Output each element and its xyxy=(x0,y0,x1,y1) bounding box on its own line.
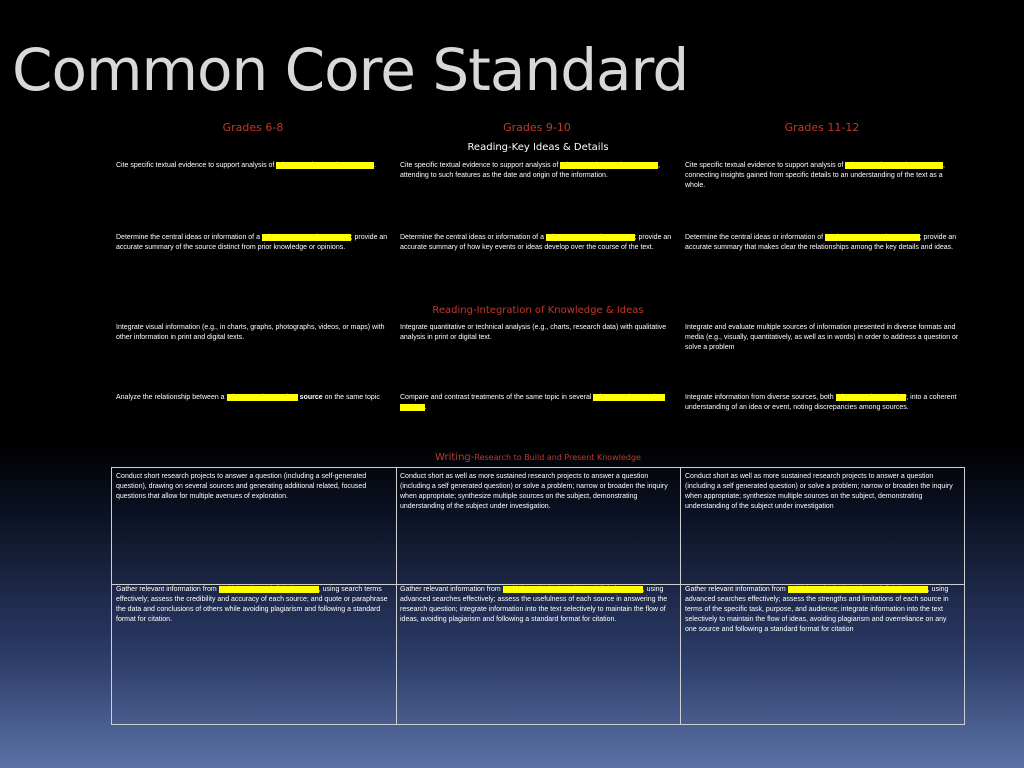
cell-r6-grades-6-8: Gather relevant information from multipl… xyxy=(111,585,395,625)
cell-text: , attending to such features as the date… xyxy=(400,162,660,179)
section-heading-writing-research: Writing-Research to Build and Present Kn… xyxy=(111,452,965,463)
cell-text: Determine the central ideas or informati… xyxy=(116,234,262,241)
cell-text: . xyxy=(373,162,376,169)
cell-text: Determine the central ideas or informati… xyxy=(685,234,826,241)
highlighted-text: primary and secondary sources xyxy=(276,162,374,169)
cell-r2-grades-9-10: Determine the central ideas or informati… xyxy=(395,233,680,253)
cell-text: Cite specific textual evidence to suppor… xyxy=(400,162,561,169)
writing-table-border xyxy=(111,467,965,725)
cell-text: ; provide an accurate summary of the sou… xyxy=(116,234,388,251)
cell-r3-grades-6-8: Integrate visual information (e.g., in c… xyxy=(116,324,385,341)
column-header-grades-9-10: Grades 9-10 xyxy=(503,121,571,134)
cell-r1-grades-9-10: Cite specific textual evidence to suppor… xyxy=(395,161,680,181)
page-title: Common Core Standard xyxy=(12,36,689,104)
cell-text: on the same topic xyxy=(322,394,380,401)
column-header-grades-11-12: Grades 11-12 xyxy=(784,121,860,134)
highlighted-text: a primary or secondary source xyxy=(825,234,920,241)
highlighted-text: multiple authoritative print and digital… xyxy=(787,586,928,593)
section-heading-rest: Research to Build and Present Knowledge xyxy=(474,453,641,462)
cell-text: , using advanced searches effectively; a… xyxy=(400,586,668,623)
cell-text: ; provide an accurate summary of how key… xyxy=(400,234,672,251)
cell-text: Gather relevant information from xyxy=(685,586,788,593)
highlighted-text: primary and secondary xyxy=(226,394,298,401)
cell-r4-grades-6-8: Analyze the relationship between a prima… xyxy=(111,393,395,403)
cell-text: Integrate information from diverse sourc… xyxy=(685,394,836,401)
cell-r2-grades-6-8: Determine the central ideas or informati… xyxy=(111,233,395,253)
cell-r2-grades-11-12: Determine the central ideas or informati… xyxy=(680,233,965,253)
cell-r5-grades-11-12: Conduct short as well as more sustained … xyxy=(685,473,953,510)
highlighted-text: primary or secondary source xyxy=(261,234,351,241)
cell-text: Determine the central ideas or informati… xyxy=(400,234,546,241)
standards-table: Grades 6-8 Grades 9-10 Grades 11-12 Read… xyxy=(111,116,965,725)
highlighted-text: primary and secondary sources xyxy=(845,162,943,169)
section-heading-prefix: Writing- xyxy=(435,452,475,463)
cell-text: Cite specific textual evidence to suppor… xyxy=(685,162,846,169)
bold-text: source xyxy=(297,394,323,401)
column-divider xyxy=(396,468,397,724)
cell-r6-grades-11-12: Gather relevant information from multipl… xyxy=(680,585,965,635)
cell-text: , connecting insights gained from specif… xyxy=(685,162,945,189)
cell-r5-grades-9-10: Conduct short as well as more sustained … xyxy=(400,473,668,510)
column-header-grades-6-8: Grades 6-8 xyxy=(222,121,284,134)
highlighted-text: primary and secondary xyxy=(835,394,907,401)
cell-r6-grades-9-10: Gather relevant information from multipl… xyxy=(395,585,680,625)
cell-r1-grades-6-8: Cite specific textual evidence to suppor… xyxy=(111,161,395,171)
highlighted-text: primary or secondary source xyxy=(545,234,635,241)
highlighted-text: multiple print and digital sources xyxy=(218,586,319,593)
row-divider xyxy=(112,584,964,585)
cell-r3-grades-9-10: Integrate quantitative or technical anal… xyxy=(400,324,667,341)
section-heading-reading-integration: Reading-Integration of Knowledge & Ideas xyxy=(432,305,644,316)
cell-r5-grades-6-8: Conduct short research projects to answe… xyxy=(116,473,367,500)
cell-r3-grades-11-12: Integrate and evaluate multiple sources … xyxy=(685,324,959,351)
cell-text: , using search terms effectively; assess… xyxy=(116,586,388,623)
cell-text: Compare and contrast treatments of the s… xyxy=(400,394,594,401)
cell-text: Analyze the relationship between a xyxy=(116,394,227,401)
cell-text: . xyxy=(424,404,427,411)
cell-text: Cite specific textual evidence to suppor… xyxy=(116,162,277,169)
cell-text: , using advanced searches effectively; a… xyxy=(685,586,949,633)
section-heading-reading-key-ideas: Reading-Key Ideas & Details xyxy=(467,142,609,153)
highlighted-text: multiple authoritative print and digital… xyxy=(502,586,643,593)
cell-text: Gather relevant information from xyxy=(400,586,503,593)
cell-text: ; provide an accurate summary that makes… xyxy=(685,234,957,251)
cell-text: Gather relevant information from xyxy=(116,586,219,593)
cell-r4-grades-9-10: Compare and contrast treatments of the s… xyxy=(395,393,680,413)
cell-r1-grades-11-12: Cite specific textual evidence to suppor… xyxy=(680,161,965,191)
cell-text: , into a coherent understanding of an id… xyxy=(685,394,957,411)
highlighted-text: primary and secondary sources xyxy=(560,162,658,169)
column-divider xyxy=(680,468,681,724)
cell-r4-grades-11-12: Integrate information from diverse sourc… xyxy=(680,393,965,413)
